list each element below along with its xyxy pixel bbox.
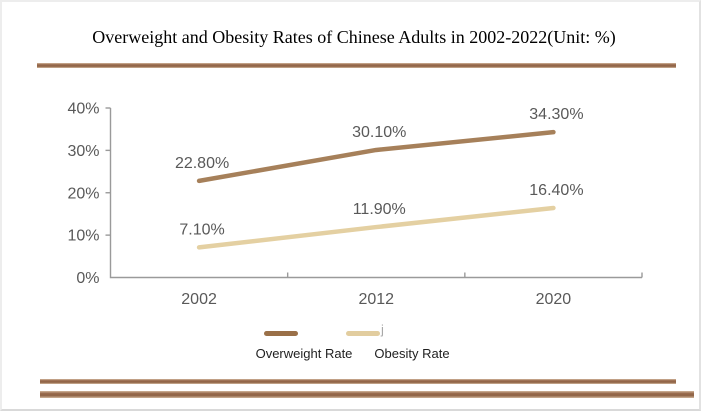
bottom-divider-thin <box>40 379 676 384</box>
legend-swatch-obesity-line <box>346 331 380 336</box>
title-divider <box>37 63 676 68</box>
bottom-divider-thick <box>40 391 694 398</box>
y-axis-tick-label: 30% <box>67 143 99 160</box>
legend-label-overweight: Overweight Rate <box>255 346 353 361</box>
legend-label-obesity: Obesity Rate <box>374 346 450 361</box>
legend-stray-artifact: j <box>381 322 384 337</box>
data-point-label: 30.10% <box>352 124 406 141</box>
y-axis-tick-label: 10% <box>67 228 99 245</box>
y-axis-tick-label: 0% <box>76 270 99 287</box>
data-point-label: 34.30% <box>529 106 583 123</box>
x-axis-category-label: 2020 <box>536 291 572 308</box>
series-line-obesity-rate <box>196 205 556 250</box>
data-point-label: 16.40% <box>529 182 583 199</box>
data-point-label: 22.80% <box>175 155 229 172</box>
y-axis-tick-label: 40% <box>67 101 99 118</box>
legend-swatch-overweight-line <box>264 331 298 336</box>
data-point-label: 11.90% <box>353 201 406 218</box>
data-point-label: 7.10% <box>179 221 224 238</box>
x-axis-category-label: 2012 <box>358 291 394 308</box>
chart-title: Overweight and Obesity Rates of Chinese … <box>92 27 616 47</box>
series-line-overweight-rate <box>196 129 556 184</box>
x-axis-category-label: 2002 <box>181 291 217 308</box>
y-axis-tick-label: 20% <box>67 185 99 202</box>
